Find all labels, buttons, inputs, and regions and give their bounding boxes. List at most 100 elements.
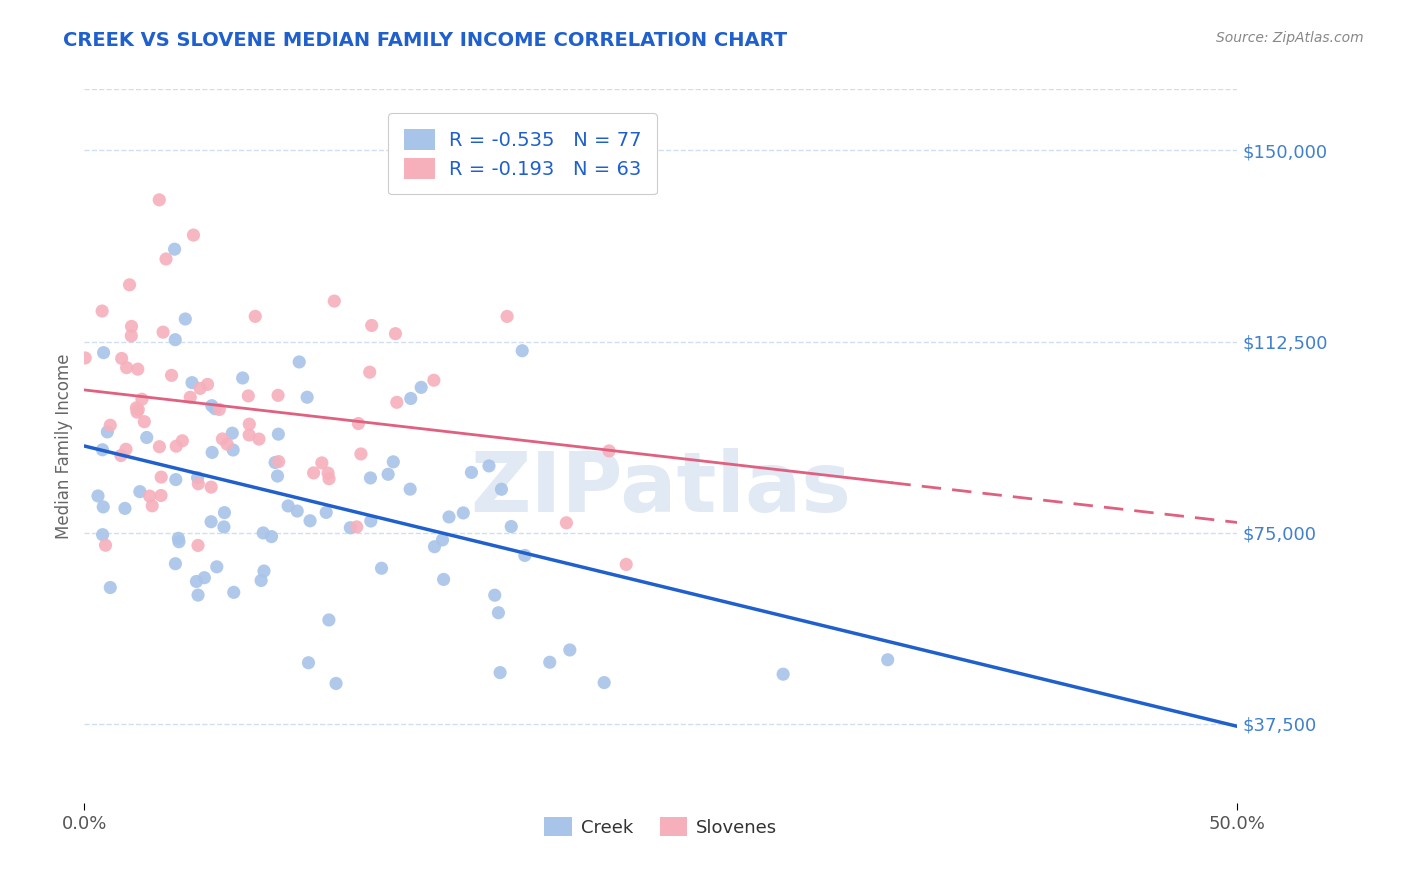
Point [288,355,311,369]
Point [188,381,211,395]
Point [513,549,536,563]
Text: Source: ZipAtlas.com: Source: ZipAtlas.com [1216,31,1364,45]
Point [183,228,205,243]
Point [167,534,190,549]
Point [197,377,219,392]
Point [114,501,136,516]
Point [238,428,260,442]
Point [91,527,114,541]
Point [558,643,581,657]
Point [121,319,143,334]
Point [93,345,115,359]
Point [315,505,337,519]
Text: CREEK VS SLOVENE MEDIAN FAMILY INCOME CORRELATION CHART: CREEK VS SLOVENE MEDIAN FAMILY INCOME CO… [63,31,787,50]
Point [201,445,224,459]
Point [150,470,173,484]
Point [222,442,245,457]
Point [496,310,519,324]
Point [96,425,118,439]
Point [311,456,333,470]
Point [115,360,138,375]
Point [181,376,204,390]
Point [211,432,233,446]
Point [277,499,299,513]
Point [221,426,243,441]
Point [297,656,319,670]
Point [250,574,273,588]
Point [347,417,370,431]
Point [120,328,142,343]
Point [267,427,290,442]
Point [201,399,224,413]
Point [538,655,561,669]
Point [614,558,637,572]
Point [167,532,190,546]
Point [486,606,509,620]
Point [350,447,373,461]
Point [423,540,446,554]
Point [125,401,148,415]
Point [91,304,114,318]
Point [593,675,616,690]
Point [118,277,141,292]
Point [127,402,149,417]
Point [433,573,456,587]
Point [232,371,254,385]
Point [252,525,274,540]
Point [98,418,121,433]
Point [323,294,346,309]
Point [135,430,157,444]
Point [208,402,231,417]
Point [163,242,186,256]
Point [598,444,620,458]
Point [134,415,156,429]
Point [155,252,177,266]
Point [187,476,209,491]
Point [91,500,114,514]
Point [285,504,308,518]
Y-axis label: Median Family Income: Median Family Income [55,353,73,539]
Point [165,439,187,453]
Point [423,373,446,387]
Point [187,538,209,552]
Point [200,515,222,529]
Point [75,351,97,365]
Point [253,564,276,578]
Point [260,530,283,544]
Point [131,392,153,407]
Point [581,153,603,168]
Point [238,417,260,432]
Point [339,521,361,535]
Point [382,455,405,469]
Point [491,483,513,497]
Point [165,557,187,571]
Point [115,442,138,457]
Point [222,585,245,599]
Point [111,351,134,366]
Point [399,392,422,406]
Point [876,653,898,667]
Point [346,520,368,534]
Point [245,310,267,324]
Point [204,401,226,416]
Point [179,390,201,404]
Point [125,405,148,419]
Point [359,365,381,379]
Point [360,318,382,333]
Text: ZIPatlas: ZIPatlas [471,449,851,529]
Point [193,571,215,585]
Point [165,333,187,347]
Point [186,574,208,589]
Point [299,514,322,528]
Point [148,440,170,454]
Point [510,343,533,358]
Point [187,588,209,602]
Point [399,482,422,496]
Point [432,533,454,547]
Point [238,389,260,403]
Point [98,581,121,595]
Point [360,514,382,528]
Point [87,489,110,503]
Point [217,437,239,451]
Point [370,561,392,575]
